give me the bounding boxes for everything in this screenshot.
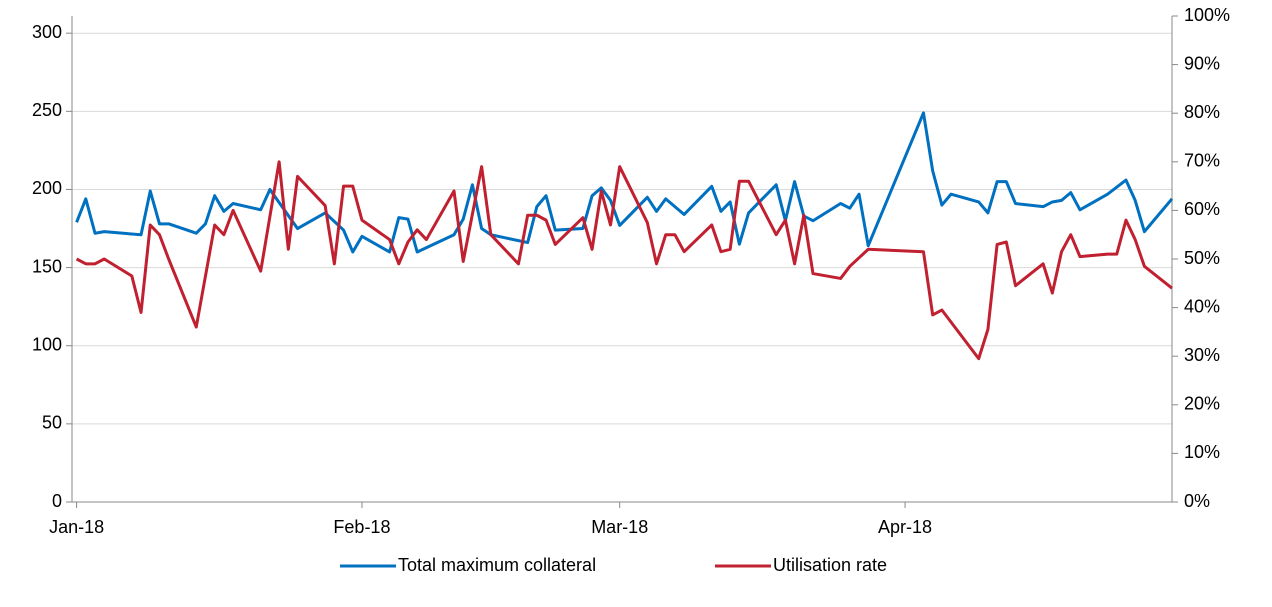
y2-tick-label: 10%	[1184, 442, 1220, 462]
series-line	[75, 111, 1174, 254]
y2-tick-label: 50%	[1184, 248, 1220, 268]
y2-tick-label: 90%	[1184, 53, 1220, 73]
legend-label: Total maximum collateral	[398, 555, 596, 575]
series-line	[75, 160, 1173, 361]
y-tick-label: 100	[32, 334, 62, 354]
x-tick-label: Apr-18	[878, 517, 932, 537]
y2-tick-label: 80%	[1184, 102, 1220, 122]
x-tick-label: Mar-18	[591, 517, 648, 537]
y2-tick-label: 60%	[1184, 199, 1220, 219]
y2-tick-label: 40%	[1184, 296, 1220, 316]
y2-tick-label: 70%	[1184, 151, 1220, 171]
y-tick-label: 150	[32, 256, 62, 276]
y-tick-label: 300	[32, 22, 62, 42]
y-tick-label: 50	[42, 413, 62, 433]
y2-tick-label: 20%	[1184, 394, 1220, 414]
y-tick-label: 0	[52, 491, 62, 511]
y-tick-label: 200	[32, 178, 62, 198]
y-tick-label: 250	[32, 100, 62, 120]
x-tick-label: Feb-18	[333, 517, 390, 537]
x-tick-label: Jan-18	[49, 517, 104, 537]
y2-tick-label: 100%	[1184, 5, 1230, 25]
y2-tick-label: 0%	[1184, 491, 1210, 511]
y2-tick-label: 30%	[1184, 345, 1220, 365]
legend-label: Utilisation rate	[773, 555, 887, 575]
